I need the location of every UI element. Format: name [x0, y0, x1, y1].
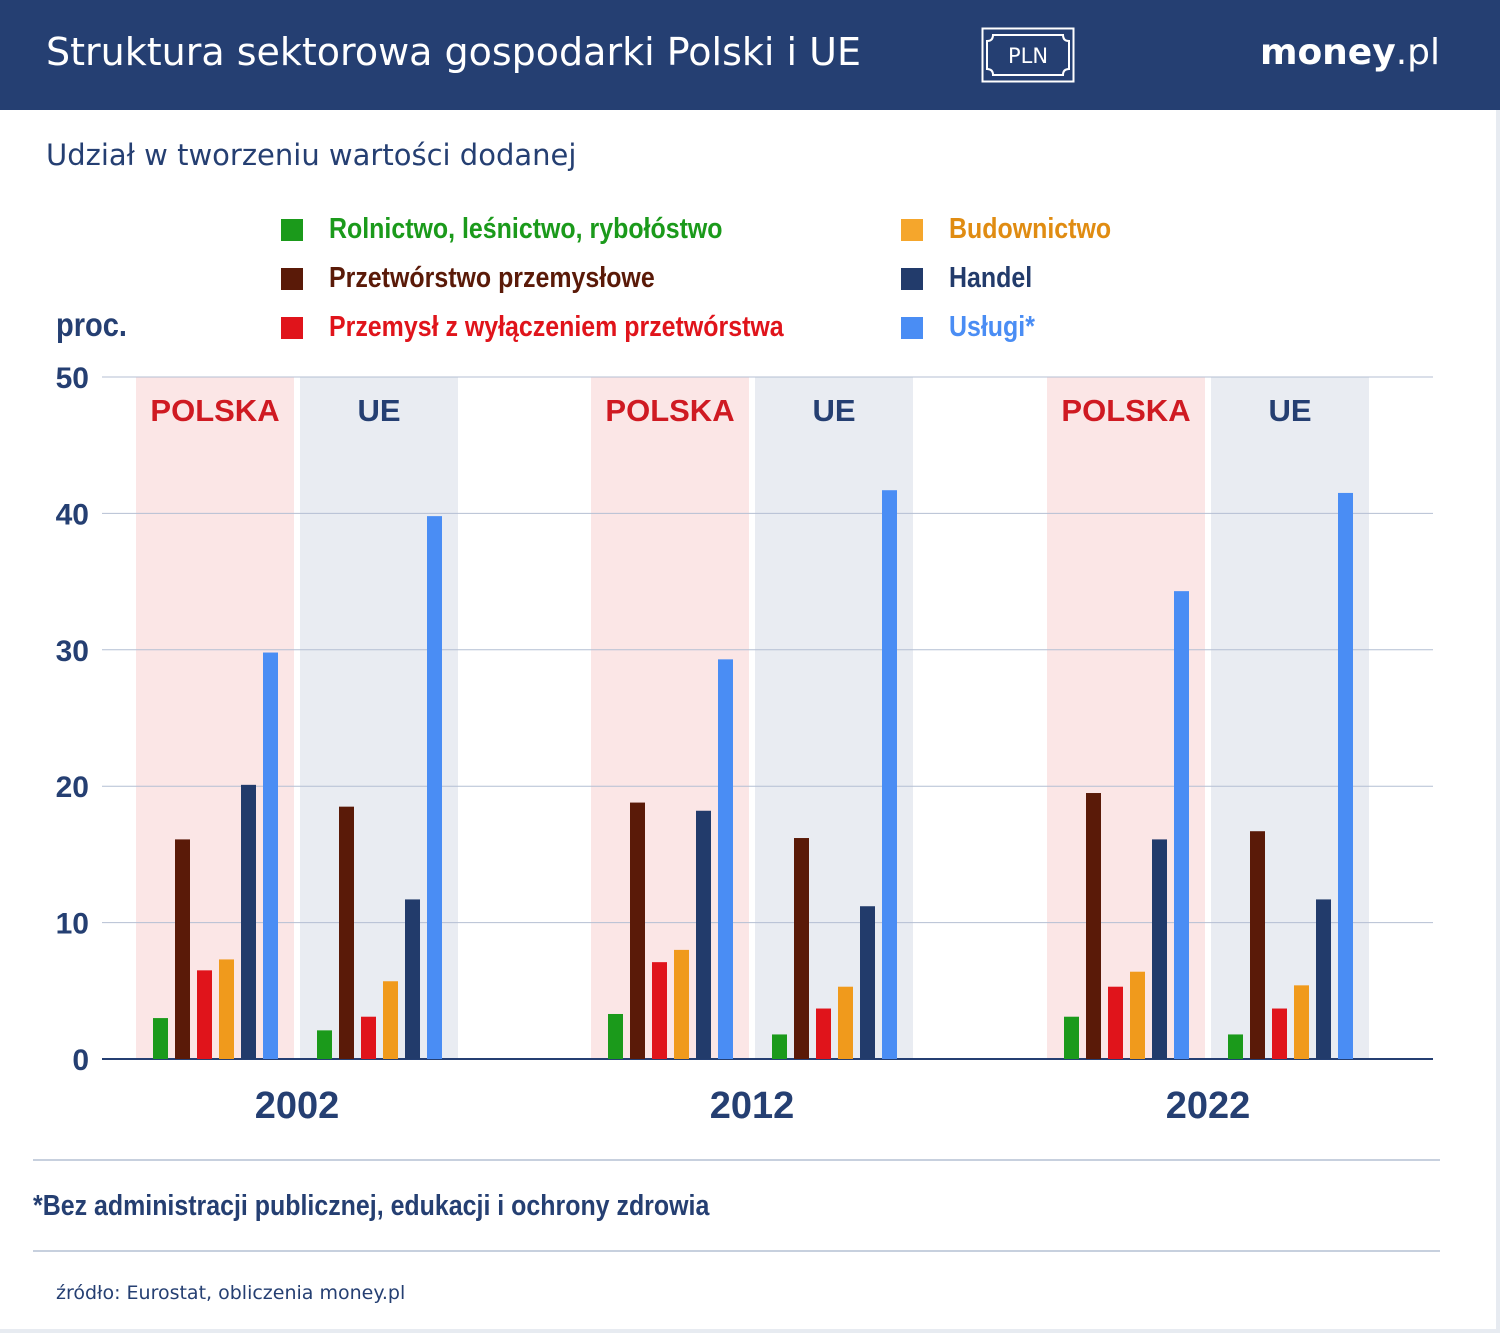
bar-2022-polska-2	[1108, 986, 1123, 1059]
brand-logo-suffix: .pl	[1395, 32, 1440, 73]
region-label-polska-2002: POLSKA	[150, 393, 279, 428]
separator-bottom	[33, 1250, 1440, 1252]
page-title: Struktura sektorowa gospodarki Polski i …	[46, 30, 861, 74]
bar-2022-ue-4	[1316, 899, 1331, 1059]
bar-2012-ue-0	[772, 1034, 787, 1059]
region-label-polska-2012: POLSKA	[605, 393, 734, 428]
chart-subtitle: Udział w tworzeniu wartości dodanej	[46, 138, 577, 172]
bar-2022-polska-4	[1152, 839, 1167, 1059]
bar-2022-ue-1	[1250, 831, 1265, 1059]
bar-2012-polska-0	[608, 1013, 623, 1059]
bar-2002-ue-3	[383, 981, 398, 1059]
bar-2012-polska-4	[696, 810, 711, 1059]
region-label-ue-2002: UE	[357, 393, 400, 428]
bar-2002-polska-4	[241, 784, 256, 1059]
bar-2012-polska-1	[630, 802, 645, 1059]
bar-2002-ue-1	[339, 806, 354, 1059]
year-label-2002: 2002	[255, 1085, 340, 1127]
bar-2002-ue-5	[427, 516, 442, 1059]
legend-swatch-rolnictwo	[281, 219, 303, 241]
bar-2022-polska-1	[1086, 793, 1101, 1059]
bar-2002-ue-4	[405, 899, 420, 1059]
bar-2022-polska-0	[1064, 1016, 1079, 1059]
bar-2022-ue-5	[1338, 492, 1353, 1059]
bar-2002-polska-3	[219, 959, 234, 1059]
y-tick-label-50: 50	[56, 362, 89, 395]
bar-2022-polska-5	[1174, 591, 1189, 1059]
y-tick-label-0: 0	[72, 1044, 89, 1077]
bar-2002-polska-0	[153, 1018, 168, 1059]
bar-2012-polska-2	[652, 962, 667, 1059]
brand-logo-bold: money	[1259, 32, 1396, 73]
bar-2012-ue-2	[816, 1008, 831, 1059]
bar-2012-ue-5	[882, 490, 897, 1059]
bar-2002-polska-1	[175, 839, 190, 1059]
legend-label-budownictwo: Budownictwo	[949, 213, 1112, 245]
legend-label-przetworstwo: Przetwórstwo przemysłowe	[329, 262, 655, 294]
region-label-ue-2022: UE	[1268, 393, 1311, 428]
year-label-2012: 2012	[710, 1085, 795, 1127]
separator-top	[33, 1159, 1440, 1161]
bar-2002-ue-2	[361, 1016, 376, 1059]
bar-2012-ue-4	[860, 906, 875, 1059]
legend-swatch-przetworstwo	[281, 268, 303, 290]
bar-2022-ue-2	[1272, 1008, 1287, 1059]
bar-2012-polska-5	[718, 659, 733, 1059]
bar-2012-ue-1	[794, 838, 809, 1059]
footnote: *Bez administracji publicznej, edukacji …	[33, 1190, 710, 1222]
bar-2012-polska-3	[674, 949, 689, 1059]
y-tick-label-30: 30	[56, 635, 89, 668]
bar-2002-ue-0	[317, 1030, 332, 1059]
pln-banknote-icon: PLN	[981, 27, 1075, 83]
legend-label-uslugi: Usługi*	[949, 311, 1035, 343]
bar-2022-ue-0	[1228, 1034, 1243, 1059]
legend-label-rolnictwo: Rolnictwo, leśnictwo, rybołóstwo	[329, 213, 723, 245]
y-tick-label-10: 10	[56, 908, 89, 941]
bar-2002-polska-2	[197, 970, 212, 1059]
brand-logo: money.pl	[1260, 32, 1440, 73]
legend-swatch-uslugi	[901, 317, 923, 339]
y-tick-label-20: 20	[56, 771, 89, 804]
bar-chart: 0 10 20 30 40 50 POLSKA UE 2002 POLSKA UE 2012 POLSK…	[56, 362, 1433, 1127]
legend-swatch-handel	[901, 268, 923, 290]
region-label-ue-2012: UE	[812, 393, 855, 428]
bar-2022-polska-3	[1130, 971, 1145, 1059]
y-tick-label-40: 40	[56, 498, 89, 531]
legend-label-handel: Handel	[949, 262, 1033, 294]
bar-2002-polska-5	[263, 652, 278, 1059]
pln-badge-label: PLN	[1008, 44, 1048, 68]
legend-swatch-przemysl	[281, 317, 303, 339]
bar-2012-ue-3	[838, 986, 853, 1059]
header-bar: Struktura sektorowa gospodarki Polski i …	[0, 0, 1500, 110]
legend-label-przemysl: Przemysł z wyłączeniem przetwórstwa	[329, 311, 784, 343]
y-axis-label: proc.	[56, 306, 128, 343]
region-label-polska-2022: POLSKA	[1061, 393, 1190, 428]
bar-2022-ue-3	[1294, 985, 1309, 1059]
source-note: źródło: Eurostat, obliczenia money.pl	[56, 1282, 406, 1304]
year-label-2022: 2022	[1166, 1085, 1251, 1127]
legend-swatch-budownictwo	[901, 219, 923, 241]
